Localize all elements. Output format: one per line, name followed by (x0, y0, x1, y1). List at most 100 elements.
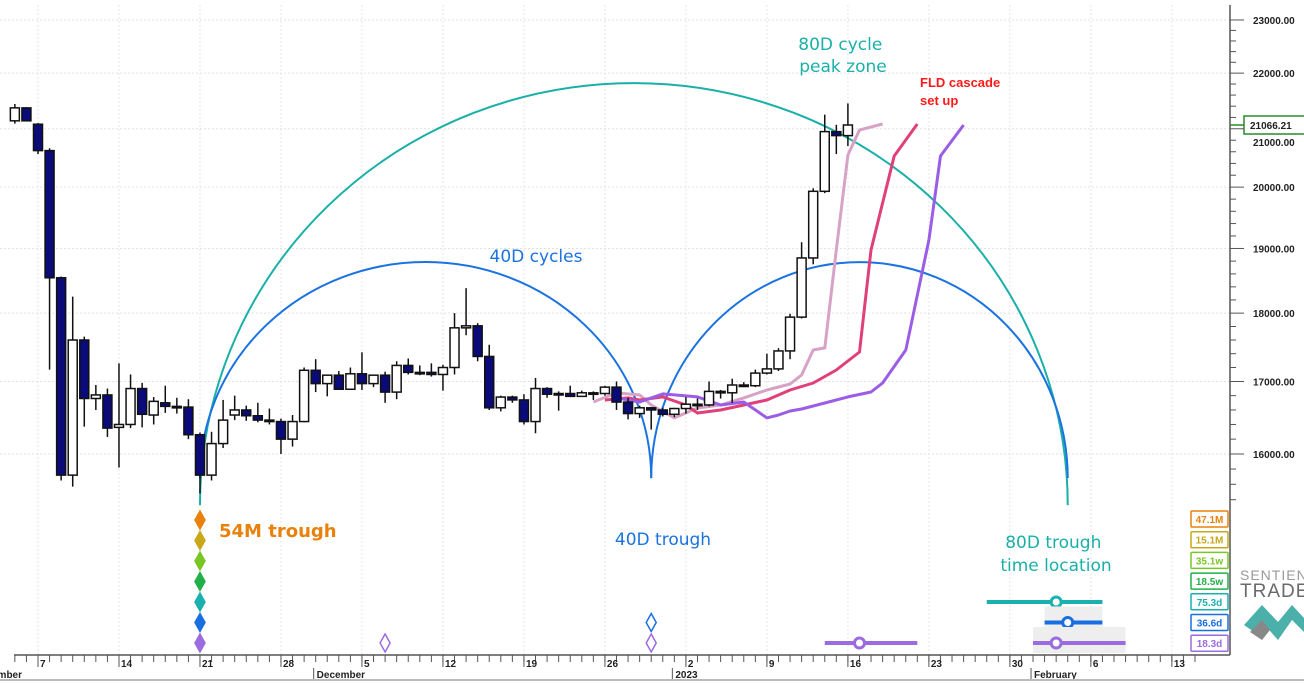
cycle-legend-badge: 18.3d (1190, 634, 1229, 652)
candle (322, 374, 333, 397)
candle-body (761, 368, 773, 374)
date-tick-label: 23 (931, 659, 943, 670)
date-tick-label: 6 (1093, 659, 1099, 670)
candle-body (449, 327, 460, 369)
candle-body (391, 364, 402, 393)
candle (761, 353, 773, 375)
cycle-legend-label: 15.1M (1196, 536, 1224, 547)
cycle-arc-80d (198, 82, 1069, 506)
candle-body (483, 355, 495, 409)
candle-body (460, 325, 472, 329)
trough-diamond-icon (194, 529, 206, 552)
trough-diamond-icon (645, 632, 658, 654)
candle-body (715, 390, 726, 394)
candle (183, 399, 194, 440)
candle (426, 363, 437, 377)
candle (32, 123, 44, 155)
time-range-center (1061, 616, 1075, 629)
candle (275, 418, 287, 454)
candle-body (669, 407, 680, 416)
candle (252, 402, 264, 423)
candle (564, 385, 576, 398)
candle-body (322, 374, 333, 385)
candle-body (599, 386, 611, 395)
price-tick-label: 23000.00 (1253, 16, 1295, 27)
last-price-label: 21066.21 (1250, 121, 1292, 132)
cycle-legend-label: 47.1M (1196, 515, 1224, 526)
price-tick-label: 16000.00 (1253, 450, 1295, 461)
candle (194, 432, 206, 494)
cycle-legend-badge: 18.5w (1190, 572, 1229, 590)
cycle-legend: 47.1M 15.1M 35.1w 18.5w 75.3d 36.6d 18.3d (1190, 510, 1229, 652)
candle-body (102, 394, 113, 429)
candle-body (148, 400, 159, 416)
date-axis[interactable]: 7 14 21 28 5 12 19 26 2 9 16 23 30 6 13 November Decembe… (0, 654, 1230, 681)
date-tick-label: 30 (1012, 659, 1024, 670)
candle (819, 114, 831, 194)
price-axis[interactable]: 16000.00 17000.00 18000.00 19000.00 20000.00… (1229, 5, 1295, 655)
candle (160, 385, 171, 413)
candle (67, 296, 78, 487)
candle (21, 107, 32, 122)
annotation-40d-trough: 40D trough (615, 530, 711, 550)
candle (784, 313, 796, 360)
candle-body (21, 107, 32, 122)
candle-body (692, 403, 703, 407)
candle-body (703, 390, 715, 406)
date-tick-label: 9 (769, 659, 775, 670)
candle-body (564, 392, 576, 398)
trough-diamond-icon (194, 509, 206, 531)
date-tick-label: 21 (202, 659, 214, 670)
cycle-legend-badge: 36.6d (1190, 613, 1229, 632)
candle-body (750, 372, 761, 387)
price-tick-label: 21000.00 (1253, 138, 1295, 149)
date-tick-label: 26 (607, 659, 619, 670)
month-label: November (0, 670, 22, 681)
annotation-80d-peak-zone: 80D cycle peak zone (798, 35, 887, 77)
price-tick-label: 20000.00 (1253, 183, 1295, 194)
candle (541, 387, 553, 398)
candle (136, 382, 148, 428)
cycle-legend-frame (1190, 572, 1229, 590)
candle-body (426, 371, 437, 376)
trough-diamond-icon (194, 550, 206, 572)
price-tick-label: 17000.00 (1253, 377, 1295, 388)
candle-body (67, 339, 78, 476)
candle (171, 397, 183, 414)
candle (125, 374, 136, 429)
candle-body (645, 407, 657, 411)
candle-body (402, 364, 414, 374)
candle (333, 370, 345, 391)
fld-line-1 (592, 122, 883, 420)
price-tick-label: 18000.00 (1253, 309, 1295, 320)
candle-body (356, 373, 368, 385)
fld-lines (592, 122, 965, 420)
candle (495, 395, 507, 412)
candle (287, 415, 298, 447)
candle-body (611, 386, 622, 403)
candle (206, 431, 217, 481)
candle-body (414, 371, 426, 375)
candle (264, 408, 275, 425)
candle-body (171, 405, 183, 409)
fld-line-3 (616, 124, 965, 420)
trough-diamond-icon (194, 570, 206, 593)
candle (379, 371, 391, 403)
candle (553, 391, 564, 411)
date-tick-label: 7 (40, 659, 46, 670)
candle-body (32, 123, 44, 152)
cycle-legend-label: 35.1w (1196, 556, 1223, 567)
candle (113, 363, 125, 468)
candle (831, 124, 842, 155)
candle-body (784, 316, 796, 352)
cycle-legend-label: 36.6d (1197, 619, 1223, 630)
cycle-legend-frame (1190, 634, 1229, 652)
candle (588, 391, 599, 400)
candle (738, 382, 750, 388)
candle (414, 365, 426, 376)
candle-body (472, 325, 483, 358)
cycle-legend-label: 75.3d (1197, 598, 1223, 609)
candle-body (90, 394, 102, 400)
